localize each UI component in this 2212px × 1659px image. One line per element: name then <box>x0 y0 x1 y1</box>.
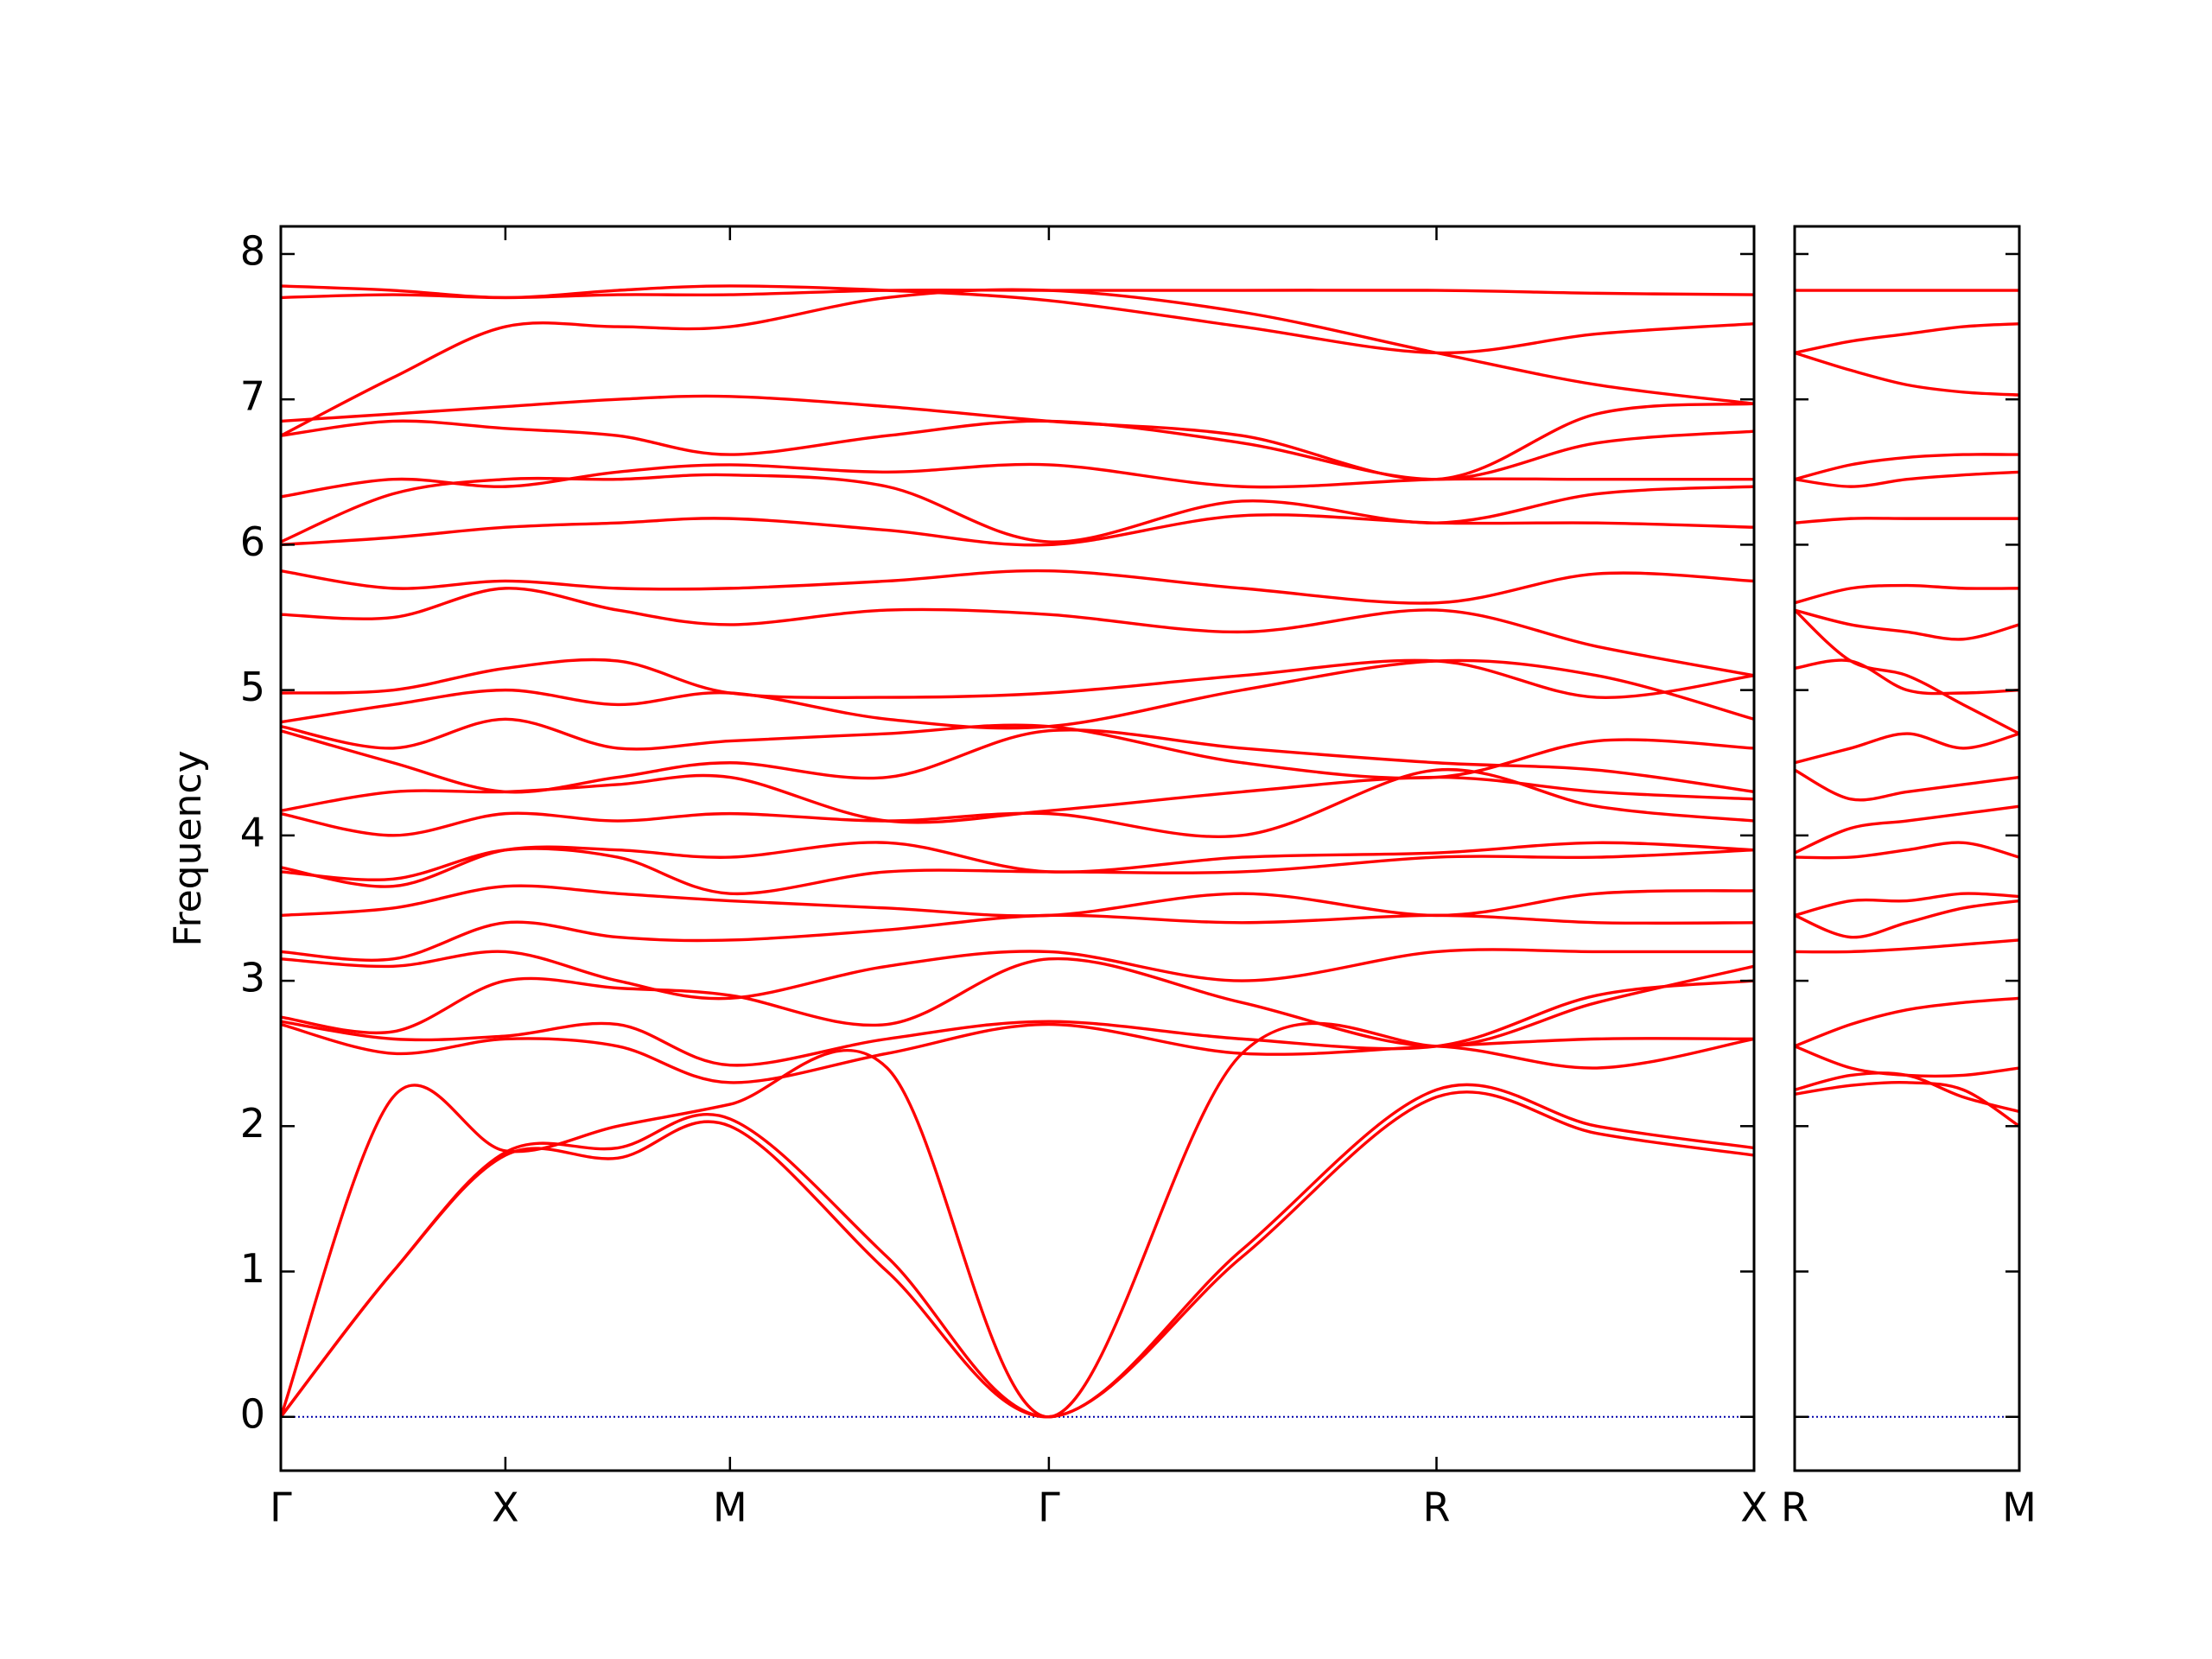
band-line <box>281 658 1754 699</box>
y-tick-label: 6 <box>240 518 265 565</box>
y-axis-label: Frequency <box>166 750 210 946</box>
band-line <box>281 767 1754 839</box>
y-tick-label: 1 <box>240 1245 265 1292</box>
band-line <box>281 979 1754 1067</box>
x-tick-label: M <box>713 1484 747 1531</box>
band-line <box>1795 804 2019 855</box>
band-line <box>1795 658 2019 696</box>
band-line <box>281 1022 1754 1084</box>
x-tick-label: X <box>492 1484 519 1531</box>
band-line <box>281 513 1754 547</box>
band-line <box>281 569 1754 605</box>
band-line <box>281 288 1754 437</box>
band-line <box>1795 608 2019 641</box>
band-line <box>281 1083 1754 1419</box>
x-tick-label: R <box>1781 1484 1808 1531</box>
band-line <box>1795 583 2019 605</box>
band-line <box>281 587 1754 677</box>
y-tick-label: 7 <box>240 373 265 420</box>
band-line <box>281 473 1754 543</box>
band-line <box>281 658 1754 730</box>
band-line <box>1795 938 2019 954</box>
y-tick-label: 8 <box>240 227 265 274</box>
band-line <box>1795 322 2019 355</box>
band-line <box>1795 841 2019 860</box>
band-line <box>281 284 1754 355</box>
x-tick-label: M <box>2002 1484 2037 1531</box>
y-tick-label: 2 <box>240 1100 265 1147</box>
band-line <box>281 419 1754 481</box>
x-tick-label: X <box>1740 1484 1768 1531</box>
y-tick-label: 5 <box>240 664 265 710</box>
band-line <box>1795 1045 2019 1078</box>
band-line <box>1795 351 2019 397</box>
band-line <box>1795 517 2019 524</box>
band-line <box>1795 768 2019 802</box>
x-tick-label: R <box>1423 1484 1451 1531</box>
band-line <box>281 462 1754 499</box>
y-tick-label: 0 <box>240 1390 265 1437</box>
band-line <box>1795 996 2019 1048</box>
band-line <box>281 728 1754 794</box>
band-line <box>281 717 1754 780</box>
band-line <box>281 841 1754 888</box>
band-line <box>1795 1080 2019 1128</box>
x-tick-label: Γ <box>1038 1484 1060 1531</box>
x-tick-label: Γ <box>270 1484 292 1531</box>
band-line <box>281 1090 1754 1419</box>
band-line <box>281 948 1754 1001</box>
y-tick-label: 4 <box>240 809 265 855</box>
band-line <box>1795 732 2019 765</box>
band-line <box>1795 892 2019 918</box>
band-line <box>1795 899 2019 939</box>
band-line <box>1795 1071 2019 1114</box>
plot-frame <box>1793 225 2021 1472</box>
band-line <box>281 1021 1754 1419</box>
plot-frame <box>279 225 1756 1472</box>
band-line <box>1795 470 2019 488</box>
band-line <box>281 913 1754 962</box>
band-line <box>281 394 1754 481</box>
band-line <box>281 884 1754 918</box>
band-line <box>281 957 1754 1048</box>
y-tick-label: 3 <box>240 955 265 1001</box>
band-line <box>1795 453 2019 481</box>
band-line <box>1795 608 2019 735</box>
